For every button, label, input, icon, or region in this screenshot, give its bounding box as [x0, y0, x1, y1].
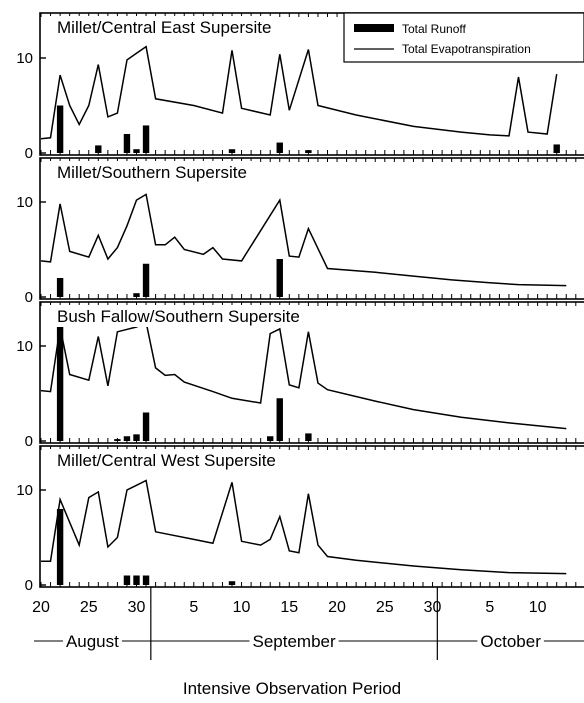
- runoff-bar: [305, 150, 312, 153]
- runoff-bar: [56, 509, 64, 585]
- runoff-bar: [114, 439, 121, 441]
- y-tick-label: 0: [25, 577, 33, 594]
- runoff-bar: [228, 581, 236, 585]
- y-tick-label: 10: [16, 50, 33, 67]
- x-tick-label: 30: [128, 599, 146, 616]
- x-tick-label: 10: [529, 599, 547, 616]
- et-line: [40, 193, 567, 287]
- x-tick-label: 20: [32, 599, 50, 616]
- runoff-bar: [276, 398, 283, 441]
- legend-runoff-swatch: [354, 24, 394, 32]
- panel-3: 0 10 Bush Fallow/Southern Supersite: [16, 301, 584, 450]
- y-tick-label: 0: [25, 433, 33, 450]
- runoff-bar: [56, 278, 64, 297]
- x-tick-label: 25: [376, 599, 394, 616]
- y-tick-label: 10: [16, 194, 33, 211]
- panel-1: 0 10 Millet/Central East Supersite Total Ru…: [16, 12, 584, 162]
- legend-runoff-label: Total Runoff: [402, 22, 466, 36]
- runoff-bar: [305, 433, 312, 441]
- runoff-bar: [142, 263, 150, 297]
- et-line: [40, 45, 558, 140]
- panel-title-bg: [50, 161, 254, 183]
- x-tick-label: 5: [189, 599, 198, 616]
- panel-title-bg: [50, 449, 283, 471]
- runoff-bar: [142, 125, 150, 153]
- panel-frame: [39, 445, 584, 588]
- panel-4: 0 10 Millet/Central West Supersite: [16, 445, 584, 594]
- panel-2: 0 10 Millet/Southern Supersite: [16, 157, 584, 306]
- runoff-bar: [228, 149, 236, 153]
- x-tick-label: 25: [80, 599, 98, 616]
- runoff-bar: [133, 434, 140, 441]
- panel-title: Bush Fallow/Southern Supersite: [57, 307, 300, 326]
- panel-title: Millet/Central East Supersite: [57, 18, 271, 37]
- runoff-bar: [267, 436, 274, 441]
- legend: Total Runoff Total Evapotranspiration: [343, 12, 584, 63]
- runoff-bar: [123, 134, 131, 153]
- x-axis-label: Intensive Observation Period: [182, 679, 402, 698]
- runoff-bar: [133, 149, 140, 153]
- x-tick-label: 15: [280, 599, 298, 616]
- y-tick-label: 0: [25, 145, 33, 162]
- y-tick-label: 0: [25, 289, 33, 306]
- runoff-bar: [123, 575, 131, 585]
- et-line: [41, 479, 567, 575]
- et-line: [40, 321, 567, 430]
- runoff-bar: [56, 105, 64, 153]
- panel-frame: [39, 301, 584, 444]
- runoff-bar: [123, 436, 131, 441]
- y-tick-label: 10: [16, 338, 33, 355]
- panel-title-bg: [50, 16, 279, 38]
- runoff-bar: [142, 412, 150, 441]
- runoff-bar: [95, 145, 102, 153]
- month-label: August: [66, 632, 119, 651]
- runoff-bar: [133, 575, 140, 585]
- panel-frame: [39, 12, 584, 156]
- x-tick-label: 30: [424, 599, 442, 616]
- panel-title-bg: [50, 305, 307, 327]
- runoff-bar: [276, 259, 283, 297]
- runoff-bar: [56, 327, 64, 441]
- y-tick-label: 10: [16, 482, 33, 499]
- panel-title: Millet/Central West Supersite: [57, 451, 276, 470]
- panel-frame: [39, 157, 584, 300]
- x-tick-label: 10: [233, 599, 251, 616]
- legend-box: [343, 12, 584, 63]
- panel-title: Millet/Southern Supersite: [57, 163, 247, 182]
- runoff-bar: [142, 575, 150, 585]
- month-label: October: [480, 632, 541, 651]
- x-tick-label: 5: [485, 599, 494, 616]
- x-tick-label: 20: [328, 599, 346, 616]
- legend-et-label: Total Evapotranspiration: [402, 42, 531, 56]
- runoff-bar: [553, 144, 560, 153]
- month-label: September: [252, 632, 335, 651]
- runoff-bar: [276, 142, 283, 153]
- runoff-bar: [133, 293, 140, 297]
